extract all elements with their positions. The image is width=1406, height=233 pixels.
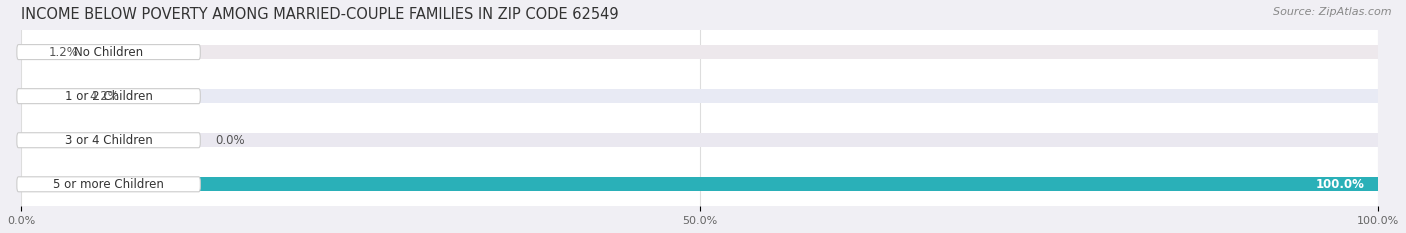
Bar: [21, 45, 1378, 59]
Bar: [21, 177, 1378, 191]
Text: INCOME BELOW POVERTY AMONG MARRIED-COUPLE FAMILIES IN ZIP CODE 62549: INCOME BELOW POVERTY AMONG MARRIED-COUPL…: [21, 7, 619, 22]
Text: 0.0%: 0.0%: [215, 134, 245, 147]
Bar: [21, 177, 1378, 191]
FancyBboxPatch shape: [17, 133, 200, 148]
Text: 4.2%: 4.2%: [89, 90, 118, 103]
Bar: [21, 89, 79, 103]
FancyBboxPatch shape: [17, 177, 200, 192]
Text: 1.2%: 1.2%: [48, 46, 79, 58]
Text: 3 or 4 Children: 3 or 4 Children: [65, 134, 152, 147]
Bar: [21, 45, 38, 59]
FancyBboxPatch shape: [17, 89, 200, 104]
FancyBboxPatch shape: [17, 45, 200, 60]
Bar: [21, 89, 1378, 103]
Text: 100.0%: 100.0%: [1316, 178, 1364, 191]
Bar: [21, 133, 1378, 147]
Text: 5 or more Children: 5 or more Children: [53, 178, 165, 191]
Text: No Children: No Children: [75, 46, 143, 58]
Text: Source: ZipAtlas.com: Source: ZipAtlas.com: [1274, 7, 1392, 17]
Text: 1 or 2 Children: 1 or 2 Children: [65, 90, 152, 103]
